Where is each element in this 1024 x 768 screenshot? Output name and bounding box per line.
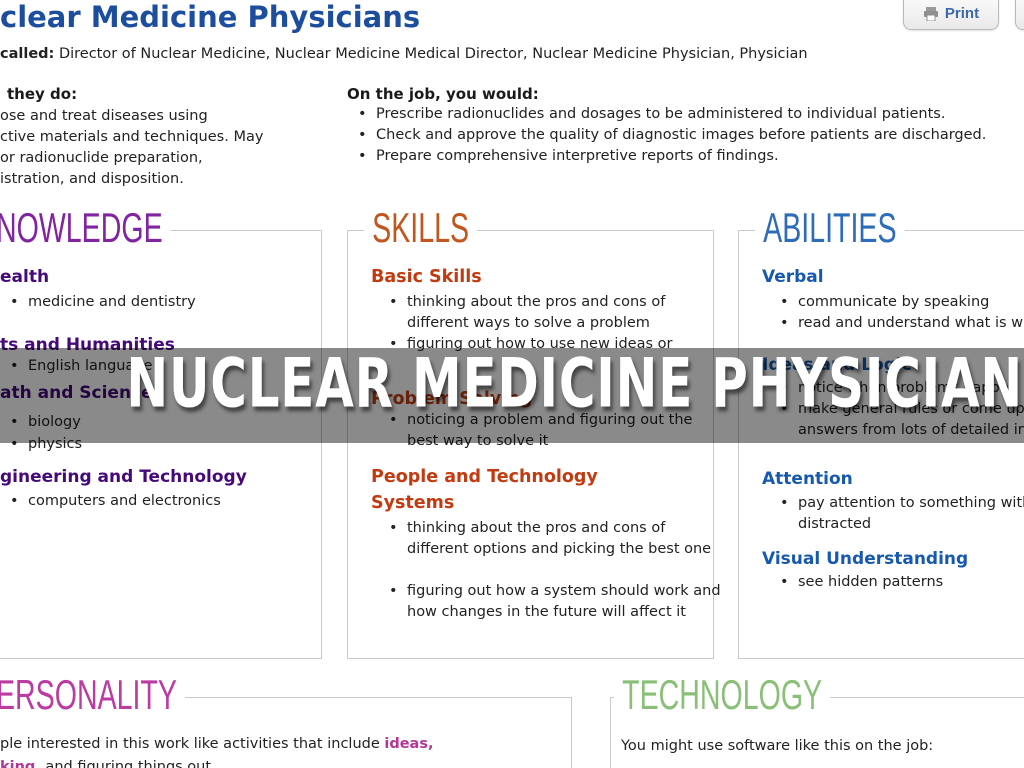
- skills-group-heading: People and Technology Systems: [371, 467, 598, 513]
- on-the-job-bullet: Prepare comprehensive interpretive repor…: [352, 146, 779, 167]
- knowledge-bullet: physics: [4, 434, 82, 455]
- personality-panel: [0, 697, 572, 768]
- knowledge-group-heading: gineering and Technology: [0, 467, 247, 487]
- abilities-group-heading: Attention: [762, 469, 853, 489]
- technology-legend: TECHNOLOGY: [614, 672, 831, 718]
- personality-highlight: ideas,: [384, 736, 434, 752]
- personality-text-line: king, and figuring things out: [0, 757, 211, 768]
- skills-group-heading: Problem Solving: [371, 389, 533, 409]
- knowledge-bullet: computers and electronics: [4, 491, 221, 512]
- on-the-job-bullet: Prescribe radionuclides and dosages to b…: [352, 104, 945, 125]
- abilities-bullet: communicate by speaking: [774, 292, 989, 313]
- abilities-group-heading: Visual Understanding: [762, 549, 969, 569]
- skills-bullet: thinking about the pros and cons of diff…: [383, 292, 723, 334]
- technology-intro-text: You might use software like this on the …: [621, 738, 934, 754]
- skills-panel: [347, 230, 714, 659]
- abilities-bullet: read and understand what is written: [774, 313, 1024, 334]
- knowledge-group-heading: ath and Science: [0, 383, 153, 403]
- skills-bullet: noticing a problem and figuring out the …: [383, 410, 712, 452]
- personality-text-start: ple interested in this work like activit…: [0, 736, 385, 752]
- secondary-button-partial[interactable]: [1015, 0, 1024, 30]
- what-they-do-line: istration, and disposition.: [0, 171, 184, 187]
- knowledge-bullet: medicine and dentistry: [4, 292, 196, 313]
- on-the-job-heading: On the job, you would:: [347, 85, 539, 103]
- skills-bullet: figuring out how to use new ideas or: [383, 334, 672, 355]
- knowledge-group-heading: ts and Humanities: [0, 335, 175, 355]
- print-button-label: Print: [944, 5, 980, 22]
- also-called-line: called: Director of Nuclear Medicine, Nu…: [0, 46, 808, 62]
- skills-legend: SKILLS: [364, 205, 478, 251]
- personality-text-line: ple interested in this work like activit…: [0, 734, 433, 755]
- also-called-label: called:: [0, 46, 55, 62]
- knowledge-group-heading: ealth: [0, 267, 50, 287]
- abilities-bullet: make general rules or come up with answe…: [774, 399, 1024, 441]
- skills-bullet: thinking about the pros and cons of diff…: [383, 518, 727, 560]
- page-title: clear Medicine Physicians: [0, 0, 421, 34]
- knowledge-bullet: biology: [4, 412, 81, 433]
- what-they-do-line: or radionuclide preparation,: [0, 150, 203, 166]
- abilities-bullet: notice when problems happen: [774, 378, 1018, 399]
- what-they-do-heading: they do:: [7, 85, 78, 103]
- abilities-bullet: pay attention to something without being…: [774, 493, 1024, 535]
- overlay-band: [0, 348, 1024, 443]
- abilities-bullet: see hidden patterns: [774, 572, 943, 593]
- abilities-group-heading: Ideas and Logic: [762, 355, 912, 375]
- skills-bullet: figuring out how a system should work an…: [383, 581, 727, 623]
- personality-highlight: king,: [0, 759, 41, 768]
- knowledge-legend: NOWLEDGE: [0, 205, 171, 251]
- overlay-title: NUCLEAR MEDICINE PHYSICIAN: [0, 344, 1024, 423]
- personality-text-rest: and figuring things out: [40, 759, 212, 768]
- also-called-value: Director of Nuclear Medicine, Nuclear Me…: [58, 46, 808, 62]
- print-button[interactable]: Print: [903, 0, 999, 30]
- what-they-do-line: ose and treat diseases using: [0, 108, 208, 124]
- abilities-group-heading: Verbal: [762, 267, 824, 287]
- what-they-do-line: ctive materials and techniques. May: [0, 129, 264, 145]
- overlay-title-text: NUCLEAR MEDICINE PHYSICIAN: [126, 345, 1023, 424]
- knowledge-bullet: English language: [4, 356, 152, 377]
- personality-legend: ERSONALITY: [0, 672, 186, 718]
- abilities-legend: ABILITIES: [755, 205, 905, 251]
- on-the-job-bullet: Check and approve the quality of diagnos…: [352, 125, 986, 146]
- skills-group-heading: Basic Skills: [371, 267, 482, 287]
- printer-icon: [923, 6, 939, 21]
